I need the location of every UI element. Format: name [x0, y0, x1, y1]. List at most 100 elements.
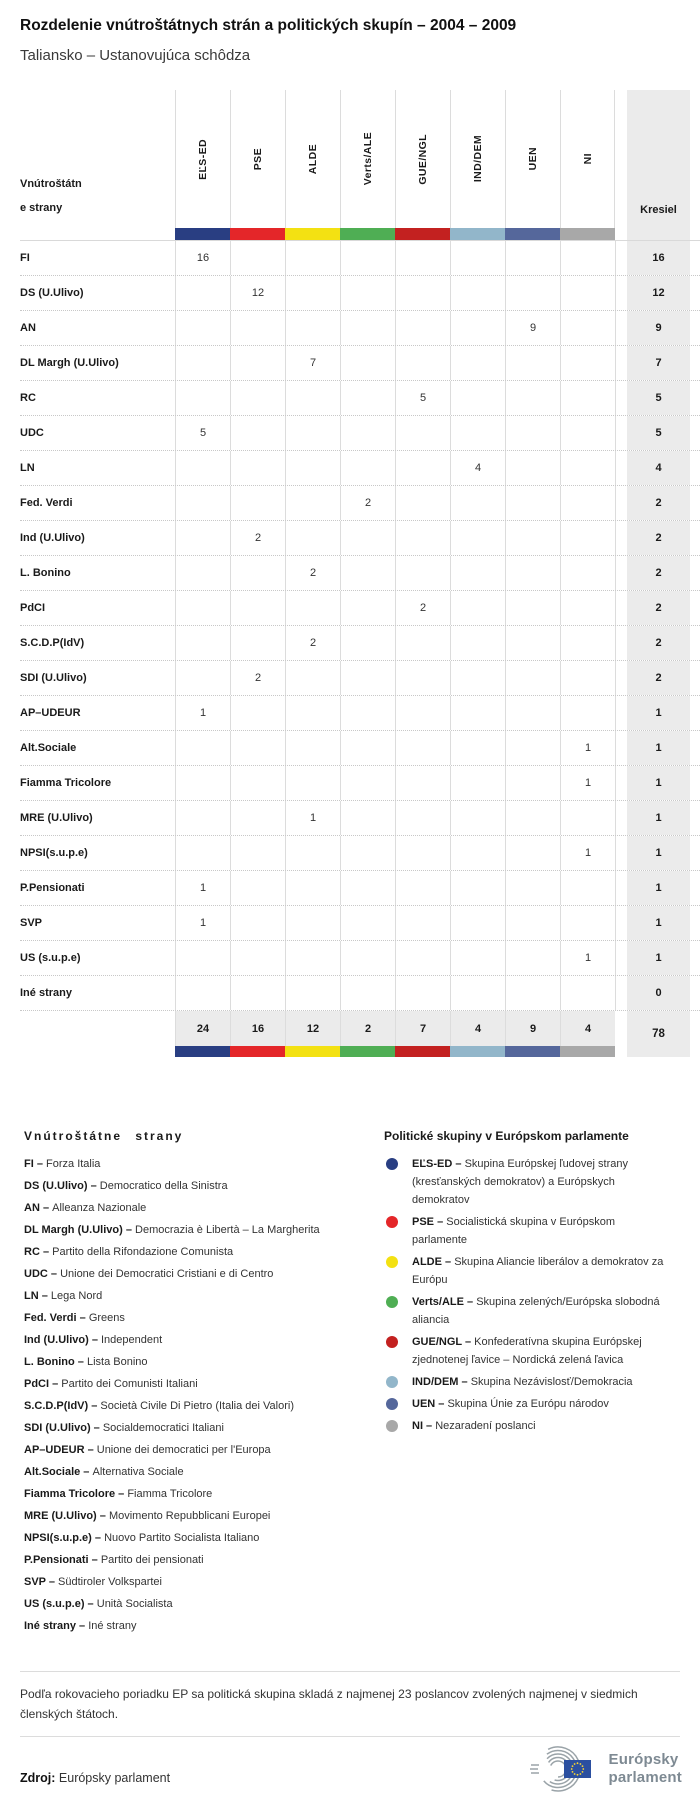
group-headers: EĽS-ED PSE ALDE Verts/ALE GUE/NGL IND/DEM UEN N…	[175, 90, 615, 228]
group-desc: Skupina Aliancie liberálov a demokratov …	[412, 1256, 664, 1286]
seat-cell	[230, 731, 285, 765]
seat-cell	[505, 941, 560, 975]
seat-cell	[285, 871, 340, 905]
party-legend-item: DL Margh (U.Ulivo) – Democrazia è Libert…	[24, 1219, 384, 1241]
party-legend-item: UDC – Unione dei Democratici Cristiani e…	[24, 1263, 384, 1285]
ep-logo: Európsky parlament	[527, 1743, 683, 1795]
party-abbr: NPSI(s.u.p.e) –	[24, 1532, 105, 1544]
seat-cell	[450, 521, 505, 555]
group-header-label: PSE	[252, 147, 264, 171]
party-label: AP–UDEUR	[20, 707, 81, 719]
seat-cell	[175, 346, 230, 380]
seat-total-cell: 2	[627, 486, 690, 520]
party-name: Movimento Repubblicani Europei	[108, 1510, 271, 1522]
group-desc: Nezaradení poslanci	[435, 1420, 536, 1432]
seat-cell	[395, 311, 450, 345]
seat-cell	[285, 416, 340, 450]
party-abbr: L. Bonino –	[24, 1356, 87, 1368]
party-label: Fed. Verdi	[20, 497, 73, 509]
group-header: UEN	[505, 90, 560, 228]
seats-column-header: Kresiel	[627, 90, 690, 228]
party-label: RC	[20, 392, 36, 404]
group-abbr: GUE/NGL –	[412, 1336, 475, 1348]
seat-total-cell: 16	[627, 241, 690, 275]
seat-total-cell: 5	[627, 381, 690, 415]
seat-cell	[560, 696, 615, 730]
party-label: NPSI(s.u.p.e)	[20, 847, 88, 859]
group-legend-text: UEN – Skupina Únie za Európu národov	[412, 1395, 609, 1413]
party-abbr: SDI (U.Ulivo) –	[24, 1422, 103, 1434]
table-row: LN 4 4	[20, 451, 700, 486]
row-header-cell: Vnútroštátne strany	[20, 90, 175, 228]
party-label: SDI (U.Ulivo)	[20, 672, 87, 684]
seat-total-cell: 4	[627, 451, 690, 485]
seat-total-cell: 2	[627, 626, 690, 660]
seat-cell	[395, 696, 450, 730]
seat-cell	[230, 801, 285, 835]
seat-cell	[505, 276, 560, 310]
table-row: Alt.Sociale 1 1	[20, 731, 700, 766]
column-gap	[615, 626, 627, 660]
seat-cell	[560, 871, 615, 905]
party-name: Fiamma Tricolore	[127, 1488, 213, 1500]
seat-cell	[175, 451, 230, 485]
seat-cell	[340, 276, 395, 310]
party-name: Greens	[88, 1312, 125, 1324]
footnote: Podľa rokovacieho poriadku EP sa politic…	[20, 1687, 638, 1721]
seat-cell	[395, 416, 450, 450]
party-abbr: SVP –	[24, 1576, 59, 1588]
table-row: L. Bonino 2 2	[20, 556, 700, 591]
column-gap	[615, 311, 627, 345]
seat-cell: 9	[505, 311, 560, 345]
seat-cell	[230, 416, 285, 450]
seat-cell	[175, 766, 230, 800]
column-gap	[615, 556, 627, 590]
party-legend-heading: Vnútroštátne strany	[24, 1129, 184, 1143]
seat-cell	[230, 591, 285, 625]
party-legend-item: L. Bonino – Lista Bonino	[24, 1351, 384, 1373]
seat-total-cell: 1	[627, 836, 690, 870]
group-color-dot-icon	[386, 1336, 398, 1348]
seat-cell	[450, 276, 505, 310]
seat-cell	[230, 696, 285, 730]
party-name: Unità Socialista	[96, 1598, 173, 1610]
totals-cells: 24 16 12 2 7 4 9 4	[175, 1011, 615, 1046]
party-legend-item: SDI (U.Ulivo) – Socialdemocratici Italia…	[24, 1417, 384, 1439]
party-abbr: PdCI –	[24, 1378, 62, 1390]
seat-cell	[450, 311, 505, 345]
seat-cell	[395, 276, 450, 310]
ep-logo-line2: parlament	[608, 1769, 682, 1786]
party-label: UDC	[20, 427, 44, 439]
seat-cell	[230, 871, 285, 905]
party-name: Lega Nord	[50, 1290, 103, 1302]
table-row: NPSI(s.u.p.e) 1 1	[20, 836, 700, 871]
party-name: Lista Bonino	[86, 1356, 148, 1368]
seat-cell: 1	[560, 941, 615, 975]
column-gap	[615, 696, 627, 730]
group-color-swatch	[230, 1046, 285, 1057]
seat-cell	[505, 661, 560, 695]
group-desc: Skupina Únie za Európu národov	[447, 1398, 609, 1410]
seat-cell	[560, 346, 615, 380]
party-label: PdCI	[20, 602, 46, 614]
party-name: Democratico della Sinistra	[99, 1180, 228, 1192]
group-legend-text: GUE/NGL – Konfederatívna skupina Európsk…	[412, 1333, 666, 1369]
group-header-label: EĽS-ED	[197, 138, 209, 180]
seat-cell	[285, 276, 340, 310]
seat-total-cell: 9	[627, 311, 690, 345]
seat-cell	[395, 906, 450, 940]
divider	[20, 1671, 680, 1672]
seat-cell	[340, 416, 395, 450]
table-row: SVP 1 1	[20, 906, 700, 941]
seat-cell	[450, 241, 505, 275]
party-legend-item: DS (U.Ulivo) – Democratico della Sinistr…	[24, 1175, 384, 1197]
column-gap	[615, 836, 627, 870]
group-color-dot-icon	[386, 1420, 398, 1432]
group-color-swatch	[285, 228, 340, 240]
seat-cell	[505, 696, 560, 730]
column-gap	[615, 941, 627, 975]
seat-cell	[285, 836, 340, 870]
seat-cell	[285, 731, 340, 765]
group-header-label: ALDE	[307, 143, 319, 175]
seat-total-cell: 0	[627, 976, 690, 1010]
